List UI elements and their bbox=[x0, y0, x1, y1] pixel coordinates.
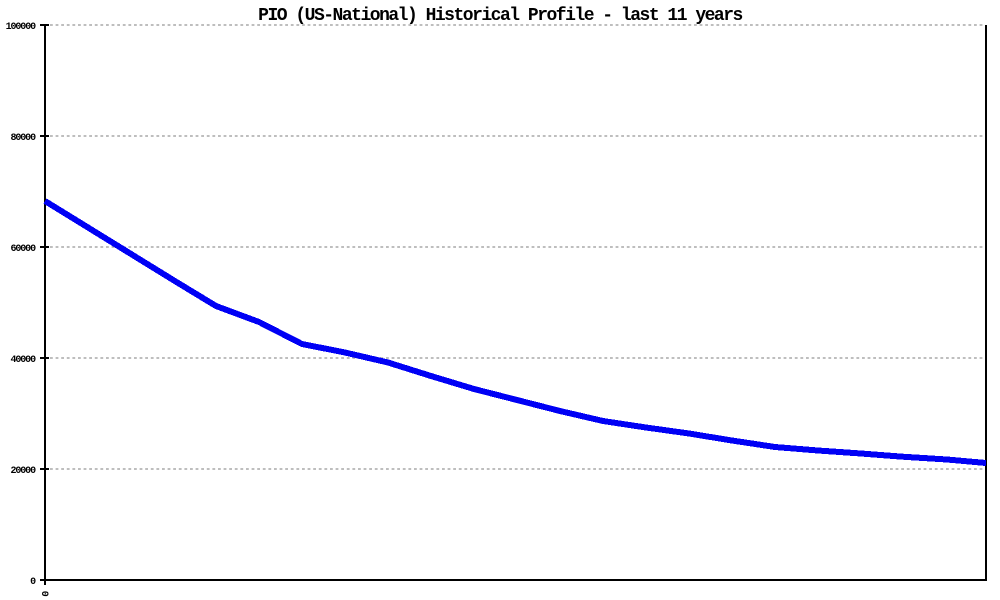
svg-text:100000: 100000 bbox=[6, 22, 37, 33]
svg-text:0: 0 bbox=[38, 591, 49, 597]
svg-text:80000: 80000 bbox=[10, 133, 36, 144]
svg-text:0: 0 bbox=[30, 577, 36, 588]
svg-text:40000: 40000 bbox=[10, 355, 36, 366]
svg-text:60000: 60000 bbox=[10, 244, 36, 255]
svg-text:20000: 20000 bbox=[10, 466, 36, 477]
svg-text:PIO (US-National) Historical P: PIO (US-National) Historical Profile - l… bbox=[258, 6, 742, 26]
